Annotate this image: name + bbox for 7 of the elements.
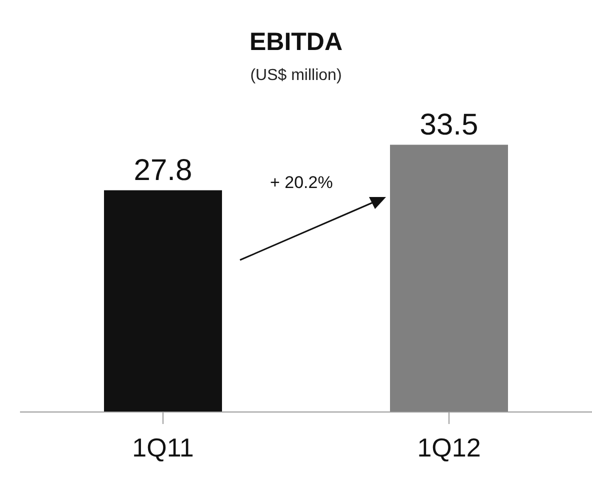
x-tick-label: 1Q11 [132, 432, 194, 462]
data-label: 27.8 [134, 154, 192, 188]
chart-title: EBITDA [248, 28, 344, 57]
annotation: + 20.2% [270, 173, 333, 193]
data-label: 33.5 [420, 108, 478, 142]
chart-subtitle: (US$ million) [249, 67, 343, 85]
x-tick-label: 1Q12 [417, 432, 481, 462]
